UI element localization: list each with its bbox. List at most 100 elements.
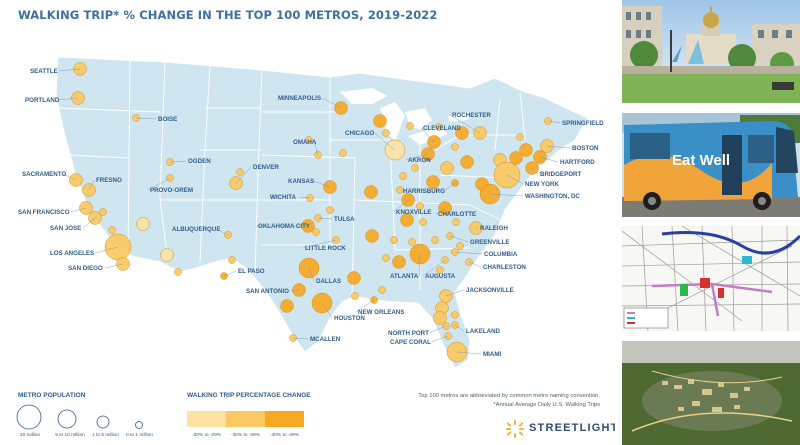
metro-label-raleigh: RALEIGH	[480, 225, 508, 232]
leader-line-washington-dc	[489, 193, 524, 197]
leader-line-columbia	[454, 251, 483, 255]
leader-line-sacramento	[62, 173, 77, 181]
leader-line-el-paso	[223, 270, 237, 277]
leader-lines-layer	[58, 68, 571, 355]
metro-label-harrisburg: HARRISBURG	[403, 188, 445, 195]
legend-size-1-5m: 1 to 5 million	[92, 433, 119, 438]
leader-line-wichita	[299, 196, 311, 199]
bus-brand-text: Eat Well	[672, 152, 730, 169]
metro-point-unlabeled	[456, 242, 464, 250]
metro-label-hartford: HARTFORD	[560, 159, 595, 166]
metro-label-charleston: CHARLESTON	[483, 264, 526, 271]
leader-line-jacksonville	[445, 289, 465, 297]
metro-label-ogden: OGDEN	[188, 158, 211, 165]
leader-line-hartford	[539, 156, 559, 163]
metro-point-unlabeled	[411, 164, 419, 172]
metro-point-unlabeled	[160, 248, 174, 262]
leader-line-seattle	[59, 68, 81, 72]
metro-label-wichita: WICHITA	[270, 194, 297, 201]
metro-point-unlabeled	[347, 271, 361, 285]
metro-label-dallas: DALLAS	[316, 278, 341, 285]
leader-line-houston	[321, 302, 333, 319]
metro-point-unlabeled	[174, 268, 182, 276]
leader-line-albuquerque	[216, 228, 229, 236]
metro-point-unlabeled	[392, 255, 406, 269]
metro-label-miami: MIAMI	[483, 351, 501, 358]
metro-point-unlabeled	[516, 133, 524, 141]
metro-point-unlabeled	[426, 175, 440, 189]
metro-label-rochester: ROCHESTER	[452, 112, 491, 119]
metro-point-unlabeled	[406, 122, 414, 130]
metro-point-unlabeled	[365, 229, 379, 243]
leader-line-new-york	[506, 174, 524, 185]
change-legend-scale	[187, 411, 304, 427]
leader-line-bridgeport	[531, 167, 539, 175]
streetlight-wordmark: STREETLIGHT	[529, 422, 615, 434]
metro-label-knoxville: KNOXVILLE	[396, 209, 431, 216]
legend-circle-10m	[16, 404, 42, 430]
map-title: WALKING TRIP* % CHANGE IN THE TOP 100 ME…	[18, 8, 438, 22]
metro-label-houston: HOUSTON	[334, 315, 365, 322]
map-panel: SEATTLE PORTLAND BOISE MINNEAPOLIS ROCHESTER…	[16, 8, 615, 438]
leader-line-springfield	[547, 120, 561, 124]
metro-label-portland: PORTLAND	[25, 97, 60, 104]
metro-label-kansas: KANSAS	[288, 178, 314, 185]
metro-label-new-orleans: NEW ORLEANS	[358, 309, 404, 316]
metro-label-columbia: COLUMBIA	[484, 251, 518, 258]
leader-line-rochester	[449, 114, 481, 134]
metro-label-san-antonio: SAN ANTONIO	[246, 288, 289, 295]
metro-label-el-paso: EL PASO	[238, 268, 265, 275]
leader-line-atlanta	[419, 253, 421, 277]
metro-label-boise: BOISE	[158, 116, 177, 123]
metro-point-unlabeled	[236, 168, 244, 176]
metro-point-unlabeled	[99, 208, 107, 216]
metro-label-san-diego: SAN DIEGO	[68, 265, 103, 272]
leader-line-north-port	[428, 325, 447, 334]
leader-line-portland	[58, 97, 79, 101]
metro-point-unlabeled	[408, 238, 416, 246]
leader-line-boston	[546, 145, 571, 149]
metro-label-springfield: SPRINGFIELD	[562, 120, 604, 127]
metro-label-akron: AKRON	[408, 157, 431, 164]
metro-point-unlabeled	[451, 143, 459, 151]
streetlight-logo-icon	[506, 420, 524, 438]
metro-point-unlabeled	[364, 185, 378, 199]
metro-point-unlabeled	[455, 126, 469, 140]
metro-label-north-port: NORTH PORT	[388, 330, 429, 337]
metro-point-unlabeled	[305, 136, 313, 144]
population-legend-circles	[16, 404, 143, 430]
leader-line-lakeland	[454, 324, 465, 332]
leader-line-harrisburg	[443, 182, 456, 192]
legend-size-5-10m: 5 to 10 million	[55, 433, 85, 438]
metro-point-unlabeled	[339, 149, 347, 157]
leader-line-chicago	[374, 132, 396, 151]
legend-circle-1-5m	[96, 415, 110, 429]
metro-labels-layer: SEATTLE PORTLAND BOISE MINNEAPOLIS ROCHESTER…	[18, 68, 604, 358]
metro-label-cleveland: CLEVELAND	[423, 125, 461, 132]
leader-line-little-rock	[302, 239, 337, 249]
legend-bin-light-label: -20% to -29%	[191, 433, 222, 438]
metro-point-unlabeled	[440, 161, 454, 175]
metro-label-chicago: CHICAGO	[345, 130, 374, 137]
legend-circle-5-10m	[57, 409, 77, 429]
metro-point-unlabeled	[419, 218, 427, 226]
leader-line-cleveland	[420, 127, 435, 143]
leader-line-san-francisco	[70, 207, 87, 213]
metro-label-tulsa: TULSA	[334, 216, 355, 223]
metro-label-los-angeles: LOS ANGELES	[50, 250, 94, 257]
population-legend-title: METRO POPULATION	[18, 392, 86, 399]
metro-label-denver: DENVER	[253, 164, 279, 171]
metro-point-unlabeled	[519, 143, 533, 157]
leader-line-boise	[135, 117, 157, 120]
metro-label-jacksonville: JACKSONVILLE	[466, 287, 514, 294]
leader-line-charlotte	[435, 207, 446, 215]
metro-label-bridgeport: BRIDGEPORT	[540, 171, 581, 178]
state-borders	[57, 59, 526, 301]
metro-point-unlabeled	[228, 256, 236, 264]
metro-point-unlabeled	[416, 202, 424, 210]
metro-label-minneapolis: MINNEAPOLIS	[278, 95, 321, 102]
legend-bin-mid	[226, 411, 265, 427]
metro-point-unlabeled	[435, 123, 443, 131]
metro-label-albuquerque: ALBUQUERQUE	[172, 226, 220, 233]
legend-bin-light	[187, 411, 226, 427]
